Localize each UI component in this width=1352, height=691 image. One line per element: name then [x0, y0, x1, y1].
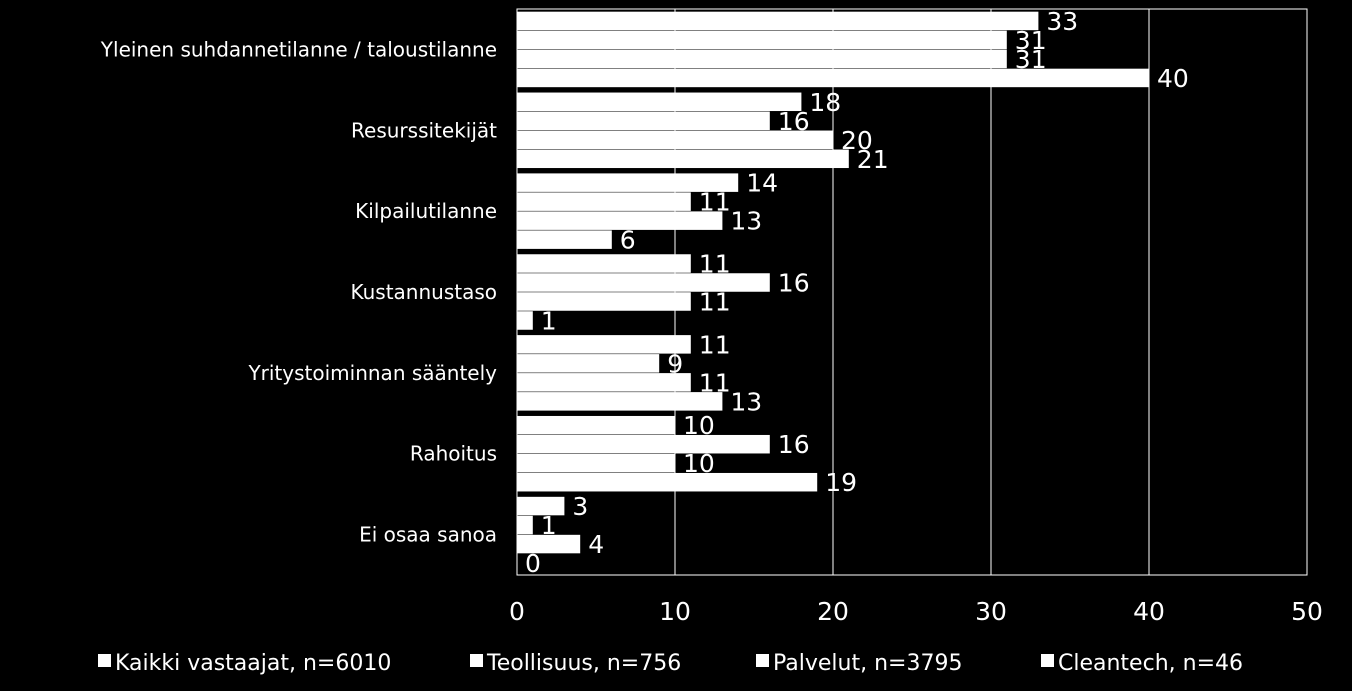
bar	[517, 130, 833, 150]
data-label: 31	[1015, 45, 1047, 74]
category-label: Ei osaa sanoa	[359, 523, 497, 547]
data-label: 0	[525, 549, 541, 578]
bar	[517, 496, 565, 516]
data-label: 11	[699, 330, 731, 359]
legend-label: Cleantech, n=46	[1058, 651, 1243, 676]
data-label: 1	[541, 307, 557, 336]
data-label: 16	[778, 269, 810, 298]
bar	[517, 515, 533, 535]
bar	[517, 11, 1039, 31]
bar	[517, 149, 849, 169]
legend-swatch	[756, 654, 769, 667]
data-label: 9	[667, 349, 683, 378]
bar	[517, 273, 770, 292]
data-label: 31	[1015, 26, 1047, 55]
legend-swatch	[470, 654, 483, 667]
x-tick-label: 0	[509, 597, 525, 626]
data-label: 13	[730, 387, 762, 416]
legend-item: Teollisuus, n=756	[470, 651, 681, 676]
bar	[517, 311, 533, 330]
bar	[517, 392, 723, 411]
legend-swatch	[98, 654, 111, 667]
category-label: Yleinen suhdannetilanne / taloustilanne	[100, 37, 497, 61]
data-label: 19	[825, 468, 857, 497]
data-label: 11	[699, 288, 731, 317]
data-label: 40	[1157, 64, 1189, 93]
data-label: 33	[1046, 7, 1078, 36]
bar	[517, 415, 675, 435]
data-label: 11	[699, 188, 731, 217]
category-label: Resurssitekijät	[351, 118, 497, 142]
data-label: 16	[778, 430, 810, 459]
bar	[517, 453, 675, 473]
legend-item: Kaikki vastaajat, n=6010	[98, 651, 391, 676]
category-label: Rahoitus	[410, 442, 497, 466]
bar	[517, 68, 1149, 88]
data-label: 6	[620, 226, 636, 255]
bar	[517, 472, 818, 492]
legend-item: Palvelut, n=3795	[756, 651, 962, 676]
bar	[517, 92, 802, 112]
data-label: 1	[541, 511, 557, 540]
bar	[517, 192, 691, 211]
data-label: 3	[572, 492, 588, 521]
plot-border	[516, 8, 1308, 576]
category-label: Yritystoiminnan sääntely	[247, 361, 497, 385]
bar	[517, 534, 581, 554]
data-label: 20	[841, 126, 873, 155]
bar	[517, 434, 770, 454]
x-tick-label: 20	[817, 597, 849, 626]
data-label: 10	[683, 411, 715, 440]
x-tick-label: 30	[975, 597, 1007, 626]
legend-label: Teollisuus, n=756	[486, 651, 681, 676]
data-label: 16	[778, 107, 810, 136]
data-label: 13	[730, 207, 762, 236]
data-label: 11	[699, 368, 731, 397]
bar	[517, 373, 691, 392]
x-tick-label: 50	[1291, 597, 1323, 626]
bar	[517, 30, 1007, 50]
bar	[517, 111, 770, 131]
legend-swatch	[1041, 654, 1054, 667]
bar	[517, 335, 691, 354]
x-tick-label: 40	[1133, 597, 1165, 626]
bar	[517, 173, 739, 192]
x-tick-label: 10	[659, 597, 691, 626]
legend-label: Palvelut, n=3795	[773, 651, 962, 676]
bar	[517, 211, 723, 230]
data-label: 10	[683, 449, 715, 478]
data-label: 14	[746, 169, 778, 198]
category-label: Kilpailutilanne	[355, 199, 497, 223]
bar	[517, 254, 691, 273]
bar	[517, 49, 1007, 69]
bar	[517, 292, 691, 311]
bar	[517, 354, 660, 373]
bar	[517, 230, 612, 249]
category-label: Kustannustaso	[350, 280, 497, 304]
data-label: 18	[809, 88, 841, 117]
data-label: 4	[588, 530, 604, 559]
legend-item: Cleantech, n=46	[1041, 651, 1243, 676]
data-label: 11	[699, 250, 731, 279]
legend-label: Kaikki vastaajat, n=6010	[115, 651, 391, 676]
data-label: 21	[857, 145, 889, 174]
